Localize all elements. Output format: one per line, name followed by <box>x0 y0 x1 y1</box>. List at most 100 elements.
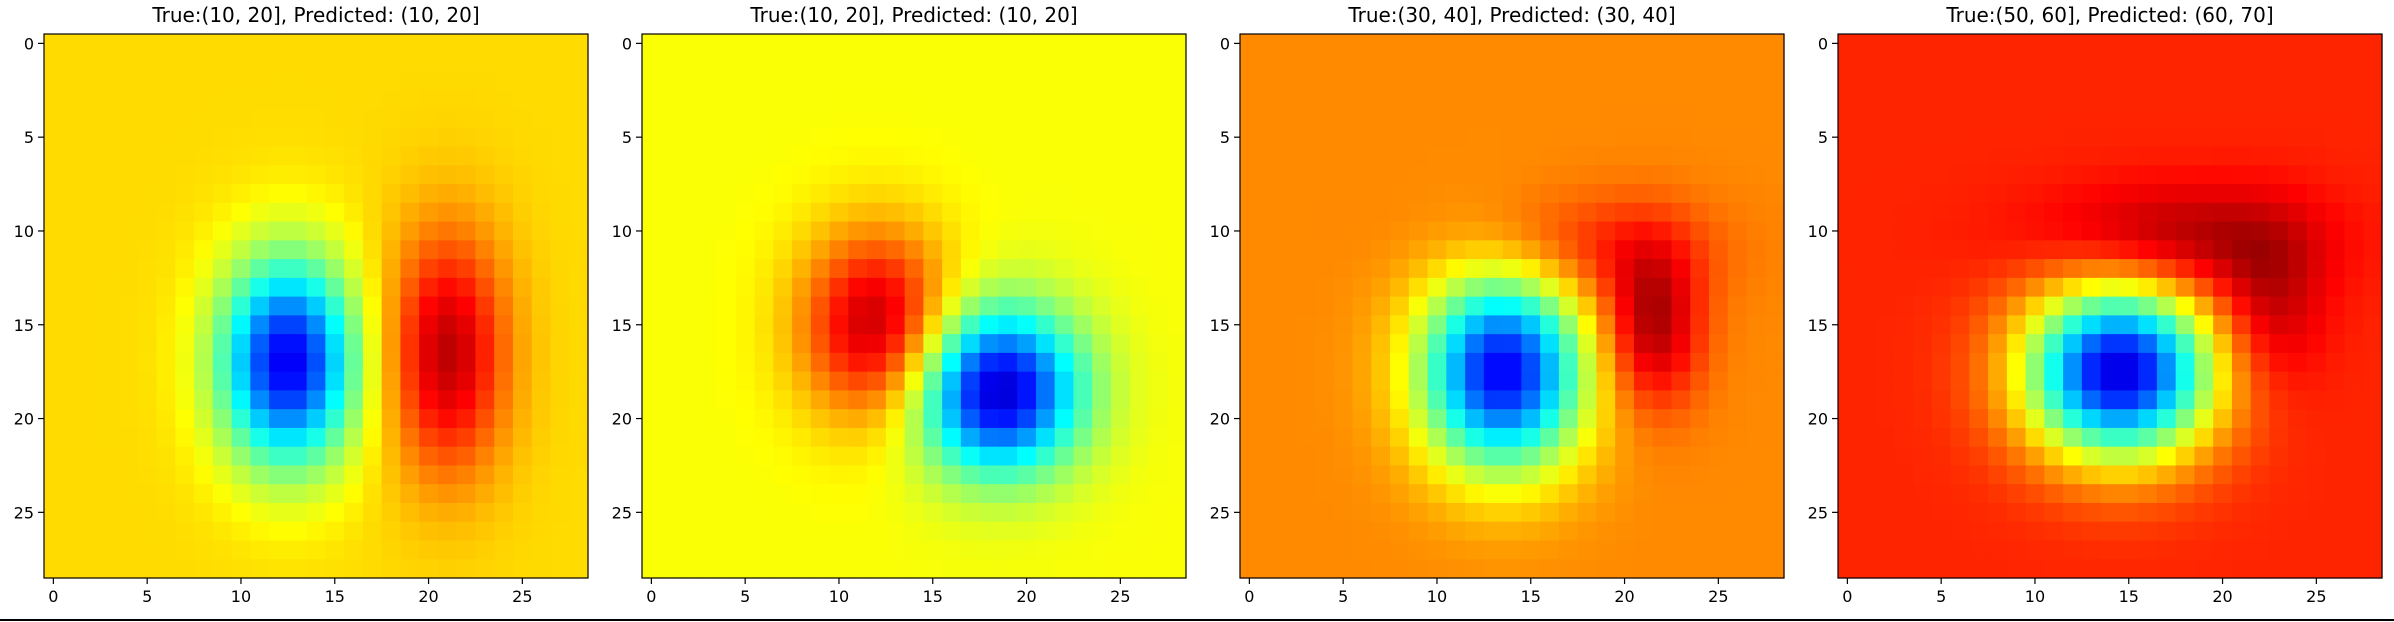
heatmap-cell <box>550 277 570 298</box>
heatmap-cell <box>531 484 552 504</box>
x-tick-label: 20 <box>1614 587 1634 606</box>
heatmap-cell <box>867 559 887 579</box>
heatmap-cell <box>810 146 831 166</box>
heatmap-cell <box>1708 52 1729 73</box>
heatmap-cell <box>456 221 477 241</box>
heatmap-cell <box>269 127 289 148</box>
heatmap-cell <box>381 334 402 354</box>
heatmap-cell <box>1502 146 1522 166</box>
heatmap-cell <box>269 371 289 392</box>
heatmap-cell <box>512 259 533 279</box>
heatmap-cell <box>1371 427 1391 448</box>
heatmap-cell <box>2306 34 2327 54</box>
heatmap-cell <box>754 540 774 560</box>
x-tick-label: 10 <box>1427 587 1447 606</box>
heatmap-cell <box>754 502 774 523</box>
heatmap-cell <box>437 465 458 485</box>
heatmap-cell <box>1148 446 1168 467</box>
heatmap-cell <box>325 409 345 429</box>
heatmap-cell <box>810 277 831 298</box>
heatmap-cell <box>1894 334 1914 354</box>
heatmap-cell <box>1408 540 1429 560</box>
heatmap-cell <box>306 390 326 410</box>
heatmap-cell <box>1167 34 1187 54</box>
heatmap-cell <box>81 90 101 110</box>
heatmap-cell <box>2306 352 2327 373</box>
heatmap-cell <box>2363 371 2383 392</box>
heatmap-cell <box>1577 352 1598 373</box>
heatmap-cell <box>1465 34 1485 54</box>
heatmap-cell <box>829 109 849 129</box>
heatmap-cell <box>306 484 326 504</box>
heatmap-cell <box>362 334 383 354</box>
heatmap-cell <box>550 334 570 354</box>
heatmap-cell <box>942 409 962 429</box>
heatmap-cell <box>960 427 981 448</box>
heatmap-cell <box>437 334 458 354</box>
heatmap-cell <box>1577 109 1598 129</box>
heatmap-cell <box>810 427 831 448</box>
heatmap-cell <box>194 540 214 560</box>
heatmap-cell <box>1931 409 1952 429</box>
heatmap-cell <box>998 127 1018 148</box>
heatmap-cell <box>754 559 774 579</box>
heatmap-cell <box>2213 90 2233 110</box>
heatmap-cell <box>2250 202 2271 223</box>
heatmap-cell <box>2156 315 2177 335</box>
heatmap-cell <box>1129 240 1150 260</box>
heatmap-cell <box>1708 221 1729 241</box>
heatmap-cell <box>550 390 570 410</box>
heatmap-cell <box>2325 465 2346 485</box>
heatmap-cell <box>1371 184 1391 204</box>
heatmap-cell <box>175 90 195 110</box>
heatmap-cell <box>194 409 214 429</box>
heatmap-cell <box>1671 334 1691 354</box>
heatmap-cell <box>2100 127 2120 148</box>
heatmap-cell <box>2213 165 2233 185</box>
heatmap-cell <box>1521 52 1541 73</box>
heatmap-cell <box>1427 390 1447 410</box>
heatmap-cell <box>1913 521 1933 542</box>
heatmap-cell <box>1765 296 1785 316</box>
heatmap-cell <box>810 221 831 241</box>
heatmap-cell <box>437 390 458 410</box>
heatmap-cell <box>717 371 737 392</box>
heatmap-cell <box>1577 521 1598 542</box>
heatmap-cell <box>175 427 195 448</box>
heatmap-cell <box>306 259 326 279</box>
heatmap-cell <box>2344 90 2364 110</box>
heatmap-cell <box>119 352 139 373</box>
heatmap-cell <box>475 521 495 542</box>
heatmap-cell <box>1856 71 1877 91</box>
heatmap-cell <box>679 184 699 204</box>
heatmap-cell <box>287 90 308 110</box>
heatmap-cell <box>998 277 1018 298</box>
heatmap-cell <box>1577 334 1598 354</box>
heatmap-cell <box>475 202 495 223</box>
heatmap-cell <box>2194 109 2214 129</box>
heatmap-cell <box>287 109 308 129</box>
heatmap-cell <box>1690 371 1710 392</box>
heatmap-cell <box>175 465 195 485</box>
heatmap-cell <box>1073 427 1093 448</box>
heatmap-cell <box>475 446 495 467</box>
heatmap-cell <box>194 34 214 54</box>
heatmap-cell <box>1352 165 1372 185</box>
heatmap-cell <box>754 521 774 542</box>
heatmap-cell <box>1746 277 1766 298</box>
heatmap-cell <box>1296 165 1316 185</box>
heatmap-cell <box>2138 165 2158 185</box>
heatmap-cell <box>2138 127 2158 148</box>
heatmap-cell <box>1615 559 1635 579</box>
heatmap-cell <box>1446 409 1466 429</box>
heatmap-cell <box>2081 165 2102 185</box>
heatmap-cell <box>2288 71 2308 91</box>
heatmap-cell <box>848 165 868 185</box>
heatmap-cell <box>2006 446 2027 467</box>
heatmap-cell <box>1465 465 1485 485</box>
heatmap-cell <box>998 371 1018 392</box>
heatmap-cell <box>1371 34 1391 54</box>
heatmap-cell <box>1894 446 1914 467</box>
heatmap-cell <box>717 184 737 204</box>
heatmap-cell <box>1315 502 1335 523</box>
